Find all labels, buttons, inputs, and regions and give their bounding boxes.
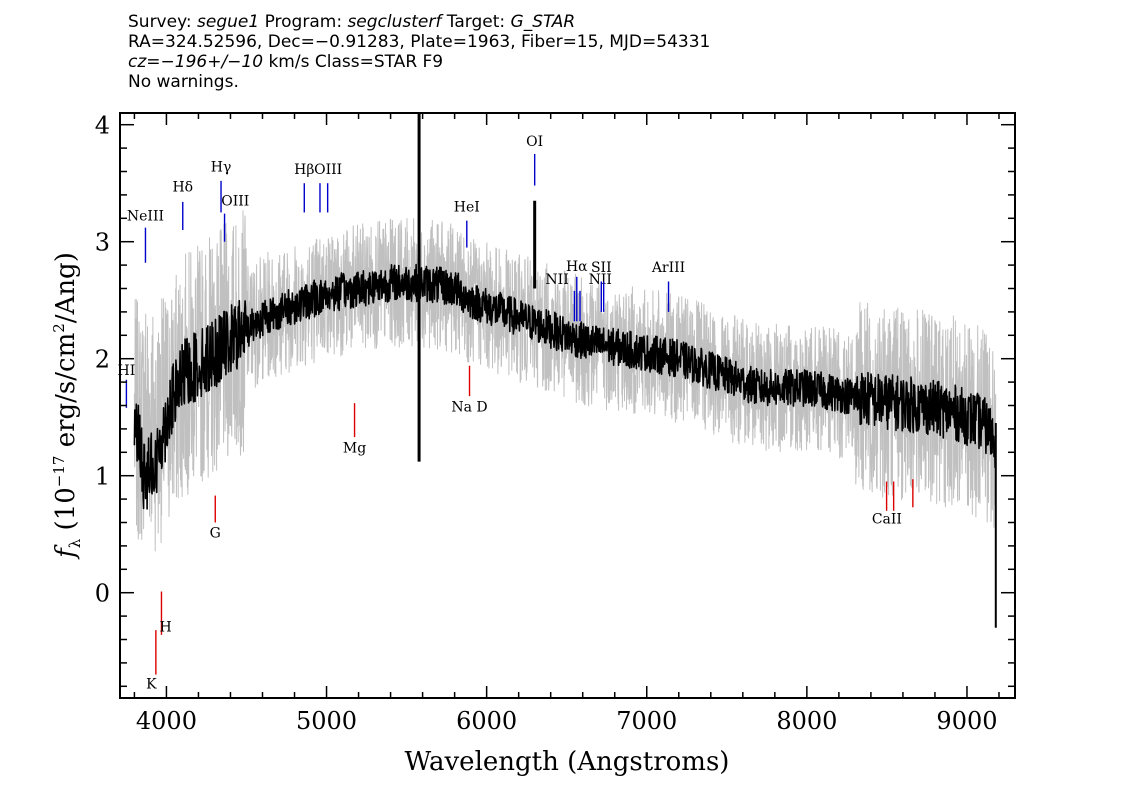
header-line-3: cz=−196+/−10 km/s Class=STAR F9 [128, 52, 710, 72]
absorption-line-label: K [146, 677, 157, 693]
header-survey-value: segue1 [197, 12, 260, 32]
axes-layer: 4000 5000 6000 7000 8000 9000 0 1 2 3 4 [95, 112, 1016, 735]
y-tick-label: 2 [95, 346, 110, 374]
header-program-value: segclusterf [347, 12, 442, 32]
flux-spectrum-line [133, 263, 997, 510]
error-spectrum-line [133, 210, 997, 552]
header-redshift: cz=−196+/−10 [128, 52, 264, 72]
header-program-label: Program: [259, 12, 348, 32]
y-axis-label: fλ (10−17 erg/s/cm2/Ang) [50, 252, 84, 560]
emission-line-label: NeIII [127, 209, 164, 225]
y-tick-label: 1 [95, 463, 110, 491]
x-tick-label: 4000 [136, 707, 197, 735]
emission-line-label: NII [589, 272, 612, 288]
header-line-1: Survey: segue1 Program: segclusterf Targ… [128, 12, 710, 32]
emission-line-label: OI [526, 134, 543, 150]
emission-line-label: Hδ [172, 179, 193, 195]
x-tick-label: 7000 [616, 707, 677, 735]
error-band-layer [133, 210, 997, 552]
emission-line-label: Hγ [211, 160, 232, 176]
header-line-4: No warnings. [128, 72, 239, 92]
emission-line-label: Hα [566, 259, 588, 275]
emission-line-label: SII [591, 260, 612, 276]
flux-layer [133, 113, 997, 628]
emission-line-label: OIII [314, 162, 342, 178]
header-survey-label: Survey: [128, 12, 198, 32]
spectrum-header: Survey: segue1 Program: segclusterf Targ… [128, 12, 710, 92]
absorption-line-label: Na D [451, 399, 487, 415]
x-tick-label: 8000 [776, 707, 837, 735]
absorption-line-label: Mg [343, 440, 366, 456]
header-target-value: G_STAR [510, 12, 576, 32]
emission-line-label: ArIII [651, 260, 685, 276]
emission-line-label: HeI [454, 199, 480, 215]
absorption-line-label: G [210, 526, 221, 542]
y-tick-label: 4 [95, 112, 110, 140]
emission-line-label: HI [118, 363, 136, 379]
header-class: km/s Class=STAR F9 [263, 52, 444, 72]
y-tick-label: 0 [95, 580, 110, 608]
x-axis-label: Wavelength (Angstroms) [405, 747, 730, 777]
emission-line-label: Hβ [294, 162, 314, 178]
absorption-line-label: CaII [872, 512, 902, 528]
header-line-2: RA=324.52596, Dec=−0.91283, Plate=1963, … [128, 32, 711, 52]
x-tick-label: 5000 [296, 707, 357, 735]
header-target-label: Target: [441, 12, 511, 32]
absorption-line-label: H [160, 619, 172, 635]
x-tick-label: 6000 [456, 707, 517, 735]
emission-line-label: NII [545, 272, 568, 288]
emission-line-label: OIII [221, 193, 249, 209]
x-tick-label: 9000 [936, 707, 997, 735]
y-tick-label: 3 [95, 229, 110, 257]
